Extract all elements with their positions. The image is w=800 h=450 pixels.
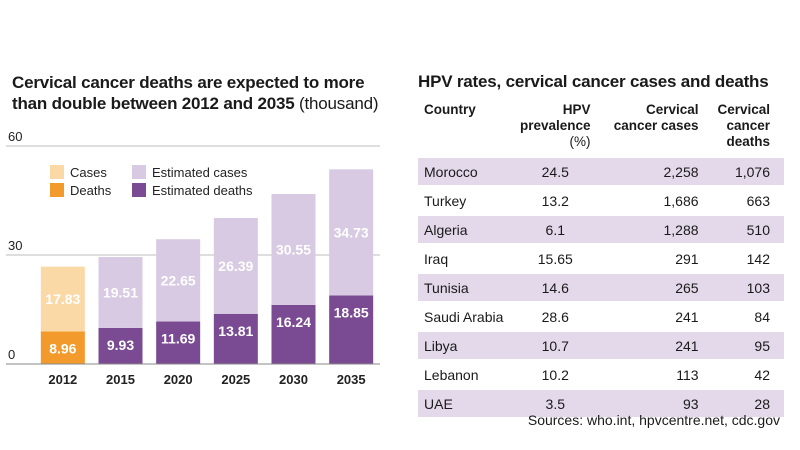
cell-prevalence: 3.5 [516,388,595,417]
x-tick-label: 2025 [221,372,250,387]
bar-segment-cases [98,257,143,328]
data-label-deaths: 16.24 [276,314,311,330]
x-tick-label: 2035 [337,372,366,387]
bar-segment-cases [40,266,85,332]
cell-deaths: 142 [702,243,784,273]
table-row: Turkey 13.2 1,686 663 [418,185,784,215]
bar-segment-cases [271,193,316,305]
data-label-cases: 22.65 [161,272,196,288]
y-tick-label: 60 [8,129,22,144]
cell-prevalence: 10.7 [516,330,595,360]
table-row: Libya 10.7 241 95 [418,330,784,360]
table-title: HPV rates, cervical cancer cases and dea… [418,72,769,91]
cell-cases: 1,686 [594,185,703,215]
x-tick-label: 2020 [164,372,193,387]
cell-cases: 93 [594,388,703,417]
table-row: Lebanon 10.2 113 42 [418,359,784,389]
x-tick-label: 2030 [279,372,308,387]
cell-cases: 2,258 [594,156,703,186]
data-label-deaths: 9.93 [107,337,134,353]
cell-cases: 1,288 [594,214,703,244]
cell-prevalence: 28.6 [516,301,595,331]
cell-cases: 241 [594,330,703,360]
cell-deaths: 42 [702,359,784,389]
bar-chart: 0 30 60 8.96 17.83 2012 9.93 19.51 2015 11.69 22.6… [6,129,380,387]
header-country: Country [424,102,476,117]
table-row: Iraq 15.65 291 142 [418,243,784,273]
cell-prevalence: 24.5 [516,156,595,186]
cell-country: Saudi Arabia [418,301,516,331]
bar-segment-deaths [329,295,374,364]
bar-segment-deaths [98,327,143,364]
cell-deaths: 95 [702,330,784,360]
cell-deaths: 510 [702,214,784,244]
bar-segment-cases [213,217,258,314]
bar-segment-deaths [40,331,85,364]
legend-swatch [132,165,146,179]
chart-title-text: Cervical cancer deaths are expected to m… [12,73,365,113]
bar-segment-cases [156,239,201,322]
table-row: Tunisia 14.6 265 103 [418,272,784,302]
cell-country: Tunisia [418,272,516,302]
table-row: Morocco 24.5 2,258 1,076 [418,156,784,186]
cell-deaths: 663 [702,185,784,215]
cell-country: Iraq [418,243,516,273]
data-label-cases: 34.73 [334,224,369,240]
cell-country: Algeria [418,214,516,244]
cell-country: Turkey [418,185,516,215]
data-label-deaths: 8.96 [49,340,76,356]
cell-country: Libya [418,330,516,360]
cell-deaths: 1,076 [702,156,784,186]
legend-label: Deaths [70,183,112,198]
x-tick-label: 2012 [48,372,77,387]
cell-prevalence: 6.1 [516,214,595,244]
cell-prevalence: 14.6 [516,272,595,302]
cell-prevalence: 10.2 [516,359,595,389]
data-label-cases: 30.55 [276,241,311,257]
legend-label: Estimated cases [152,165,248,180]
cell-prevalence: 13.2 [516,185,595,215]
y-tick-label: 0 [8,347,15,362]
table-row: Algeria 6.1 1,288 510 [418,214,784,244]
bar-segment-deaths [213,313,258,364]
data-label-deaths: 11.69 [161,331,195,347]
cell-cases: 265 [594,272,703,302]
header-cases: Cervical cancer cases [613,102,699,133]
hpv-table: Country HPV prevalence (%) Cervical cance… [418,100,784,417]
cell-deaths: 28 [702,388,784,417]
y-tick-label: 30 [8,238,22,253]
data-label-cases: 17.83 [45,291,80,307]
data-label-cases: 19.51 [103,284,138,300]
cell-country: UAE [418,388,516,417]
chart-title-unit: (thousand) [299,94,379,113]
cell-cases: 113 [594,359,703,389]
bar-segment-deaths [271,304,316,364]
legend-swatch [50,183,64,197]
header-prevalence: HPV prevalence (%) [520,102,591,149]
header-deaths: Cervical cancer deaths [717,102,770,149]
cell-deaths: 84 [702,301,784,331]
legend-swatch [50,165,64,179]
legend-swatch [132,183,146,197]
cell-cases: 241 [594,301,703,331]
bar-segment-deaths [156,321,201,364]
table-row: UAE 3.5 93 28 [418,388,784,417]
cell-cases: 291 [594,243,703,273]
table-row: Saudi Arabia 28.6 241 84 [418,301,784,331]
sources-note: Sources: who.int, hpvcentre.net, cdc.gov [527,412,780,428]
legend-label: Cases [70,165,107,180]
data-label-deaths: 13.81 [218,323,253,339]
cell-country: Morocco [418,156,516,186]
data-label-cases: 26.39 [218,258,253,274]
legend-label: Estimated deaths [152,183,253,198]
x-tick-label: 2015 [106,372,135,387]
bar-segment-cases [329,169,374,296]
cell-country: Lebanon [418,359,516,389]
data-label-deaths: 18.85 [334,305,369,321]
table-header-row: Country HPV prevalence (%) Cervical cance… [418,100,784,157]
cell-prevalence: 15.65 [516,243,595,273]
chart-title: Cervical cancer deaths are expected to m… [12,72,392,114]
cell-deaths: 103 [702,272,784,302]
